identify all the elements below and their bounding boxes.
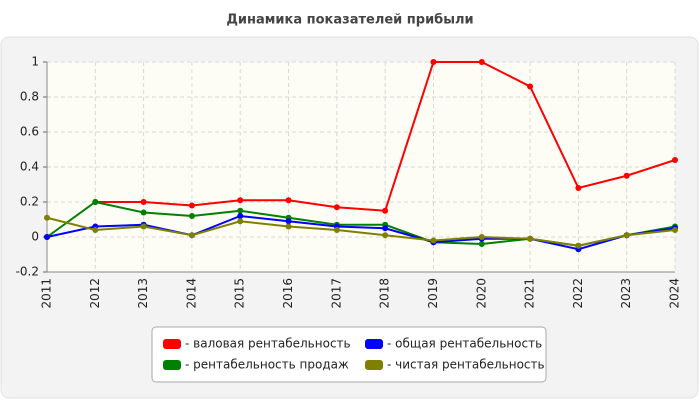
- legend-label: - чистая рентабельность: [387, 358, 545, 372]
- plot-area: [47, 62, 675, 272]
- data-point: [92, 227, 99, 233]
- data-point: [140, 223, 147, 230]
- data-point: [92, 199, 99, 205]
- data-point: [140, 209, 147, 216]
- y-tick-label: 1: [31, 55, 39, 69]
- data-point: [527, 83, 534, 90]
- x-tick-label: 2020: [474, 278, 488, 309]
- legend-label: - валовая рентабельность: [185, 337, 351, 351]
- data-point: [44, 234, 50, 240]
- x-tick-label: 2011: [40, 278, 54, 309]
- series-line: [46, 216, 676, 247]
- data-point: [430, 59, 437, 65]
- data-point: [188, 213, 195, 219]
- data-point: [527, 235, 534, 242]
- y-tick-label: 0.8: [20, 90, 39, 104]
- data-point: [478, 234, 485, 240]
- x-tick-label: 2024: [668, 278, 682, 309]
- data-point: [285, 223, 292, 230]
- data-point: [237, 218, 244, 225]
- y-tick-label: 0.4: [20, 160, 39, 174]
- x-tick-label: 2014: [184, 278, 198, 309]
- x-tick-label: 2022: [571, 278, 585, 309]
- data-point: [44, 214, 50, 221]
- x-tick-label: 2023: [619, 278, 633, 309]
- data-point: [623, 172, 630, 179]
- legend: [151, 326, 547, 383]
- y-tick-label: 0.6: [20, 125, 39, 139]
- data-point: [333, 204, 340, 211]
- data-point: [285, 218, 292, 225]
- x-tick-label: 2015: [233, 278, 247, 309]
- x-tick-label: 2021: [523, 278, 537, 309]
- x-tick-label: 2016: [281, 278, 295, 309]
- legend-label: - рентабельность продаж: [185, 358, 349, 372]
- data-point: [382, 232, 389, 239]
- x-tick-label: 2013: [136, 278, 150, 309]
- data-point: [623, 232, 630, 239]
- y-tick-label: 0.2: [20, 195, 39, 209]
- chart-title: Динамика показателей прибыли: [226, 13, 473, 28]
- data-point: [237, 213, 244, 219]
- data-point: [478, 241, 485, 247]
- x-tick-label: 2012: [88, 278, 102, 309]
- data-point: [430, 237, 437, 244]
- data-point: [575, 185, 582, 191]
- data-point: [140, 199, 147, 205]
- legend-swatch: [365, 360, 383, 370]
- x-tick-label: 2017: [329, 278, 343, 309]
- data-point: [478, 59, 485, 65]
- legend-swatch: [163, 339, 181, 349]
- y-tick-label: 0: [31, 230, 39, 244]
- data-point: [575, 242, 582, 249]
- data-point: [382, 207, 389, 214]
- data-point: [285, 197, 292, 204]
- data-point: [237, 197, 244, 204]
- data-point: [333, 227, 340, 233]
- data-point: [237, 207, 244, 214]
- data-point: [672, 227, 678, 233]
- legend-swatch: [163, 360, 181, 370]
- data-point: [188, 232, 195, 239]
- x-tick-label: 2018: [378, 278, 392, 309]
- data-point: [672, 157, 678, 163]
- y-tick-label: -0.2: [16, 265, 39, 279]
- legend-swatch: [365, 339, 383, 349]
- data-point: [188, 202, 195, 209]
- legend-label: - общая рентабельность: [387, 337, 542, 351]
- data-point: [382, 225, 389, 232]
- series-line: [46, 214, 676, 251]
- x-tick-label: 2019: [426, 278, 440, 309]
